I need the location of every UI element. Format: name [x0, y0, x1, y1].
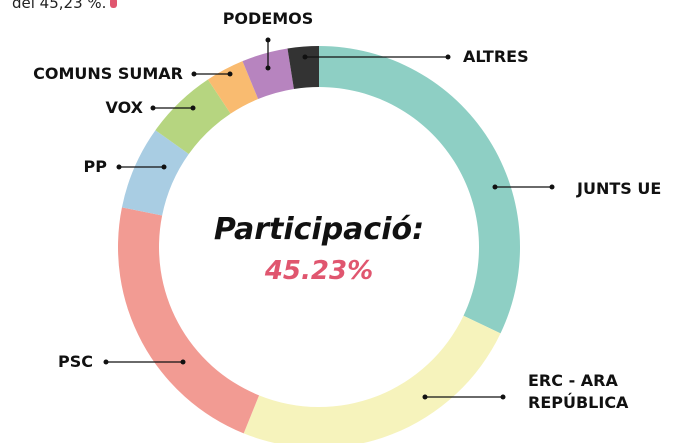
label: PSC [58, 352, 93, 371]
note: del 45,23 %. [12, 0, 118, 12]
leader-dot [445, 54, 451, 60]
label: COMUNS SUMAR [33, 64, 183, 83]
segment [319, 46, 520, 334]
icon [110, 0, 118, 8]
segment [121, 130, 189, 216]
label: VOX [105, 98, 143, 117]
leader-dot [549, 184, 555, 190]
center-value: 45.23% [264, 256, 374, 286]
leader-dot [150, 105, 156, 111]
leader-dot [161, 164, 167, 170]
leader-dot [422, 394, 428, 400]
label: PP [83, 157, 107, 176]
leader-dot [103, 359, 109, 365]
leader-dot [190, 105, 196, 111]
label: ALTRES [463, 47, 529, 66]
segment [118, 207, 260, 434]
leader-dot [116, 164, 122, 170]
leader-dot [265, 65, 271, 71]
leader-dot [265, 37, 271, 43]
leader-dot [492, 184, 498, 190]
center-title: Participació: [213, 212, 425, 247]
note-text: del 45,23 %. [12, 0, 107, 12]
leader-dot [500, 394, 506, 400]
leader-dot [180, 359, 186, 365]
label: ERC - ARA REPÚBLICA [528, 371, 629, 412]
label: JUNTS UE [577, 179, 662, 198]
leader-dot [227, 71, 233, 77]
segment [243, 315, 501, 443]
label: PODEMOS [222, 9, 314, 28]
segment [155, 79, 231, 155]
segment [242, 48, 294, 100]
leader-dot [302, 54, 308, 60]
leader-dot [191, 71, 197, 77]
